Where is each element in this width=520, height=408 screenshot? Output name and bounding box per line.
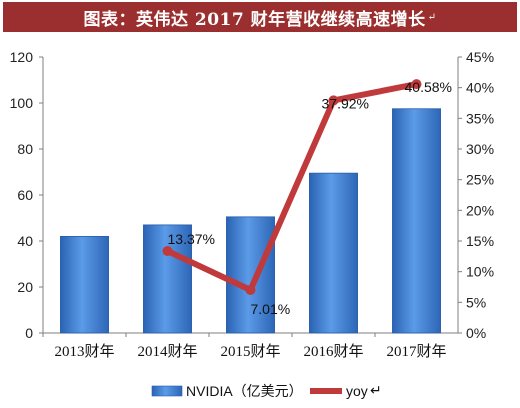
yoy-line <box>164 81 420 294</box>
title-return-mark: ↵ <box>427 11 437 23</box>
legend-line-label: yoy <box>346 383 368 399</box>
yoy-point <box>162 245 173 256</box>
yoy-point <box>245 285 256 296</box>
right-tick-label: 25% <box>466 172 494 188</box>
right-tick-label: 5% <box>466 294 486 310</box>
legend-return-mark: ↵ <box>370 382 382 398</box>
left-tick-label: 120 <box>10 49 34 65</box>
revenue-bar <box>226 216 275 334</box>
yoy-data-label: 37.92% <box>322 95 369 111</box>
revenue-bar <box>143 224 192 334</box>
left-tick-label: 40 <box>17 233 33 249</box>
left-tick-label: 100 <box>10 95 34 111</box>
right-tick-label: 0% <box>466 325 486 341</box>
left-tick-label: 80 <box>17 141 33 157</box>
revenue-bar <box>392 108 441 334</box>
chart-title: 图表：英伟达 2017 财年营收继续高速增长 <box>83 9 426 30</box>
x-category-label: 2016财年 <box>303 343 363 360</box>
x-category-label: 2015财年 <box>220 343 280 360</box>
left-tick-label: 20 <box>17 279 33 295</box>
right-tick-label: 10% <box>466 264 494 280</box>
left-tick-label: 0 <box>25 325 33 341</box>
yoy-point <box>411 79 422 90</box>
right-tick-label: 30% <box>466 141 494 157</box>
right-tick-label: 35% <box>466 110 494 126</box>
right-tick-label: 20% <box>466 202 494 218</box>
right-tick-label: 40% <box>466 80 494 96</box>
yoy-point <box>328 95 339 106</box>
yoy-data-label: 13.37% <box>168 231 215 247</box>
right-tick-label: 15% <box>466 233 494 249</box>
x-category-label: 2017财年 <box>386 343 446 360</box>
left-tick-label: 60 <box>17 187 33 203</box>
legend-bar-label: NVIDIA（亿美元） <box>186 383 303 399</box>
yoy-data-label: 40.58% <box>405 79 452 95</box>
x-category-label: 2014财年 <box>137 343 197 360</box>
chart-title-bar: 图表：英伟达 2017 财年营收继续高速增长 ↵ <box>3 2 517 32</box>
yoy-data-label: 7.01% <box>251 301 291 317</box>
legend-bar-swatch <box>151 385 183 397</box>
x-category-label: 2013财年 <box>54 343 114 360</box>
revenue-bar <box>309 172 358 334</box>
right-tick-label: 45% <box>466 49 494 65</box>
revenue-bar <box>60 235 109 334</box>
